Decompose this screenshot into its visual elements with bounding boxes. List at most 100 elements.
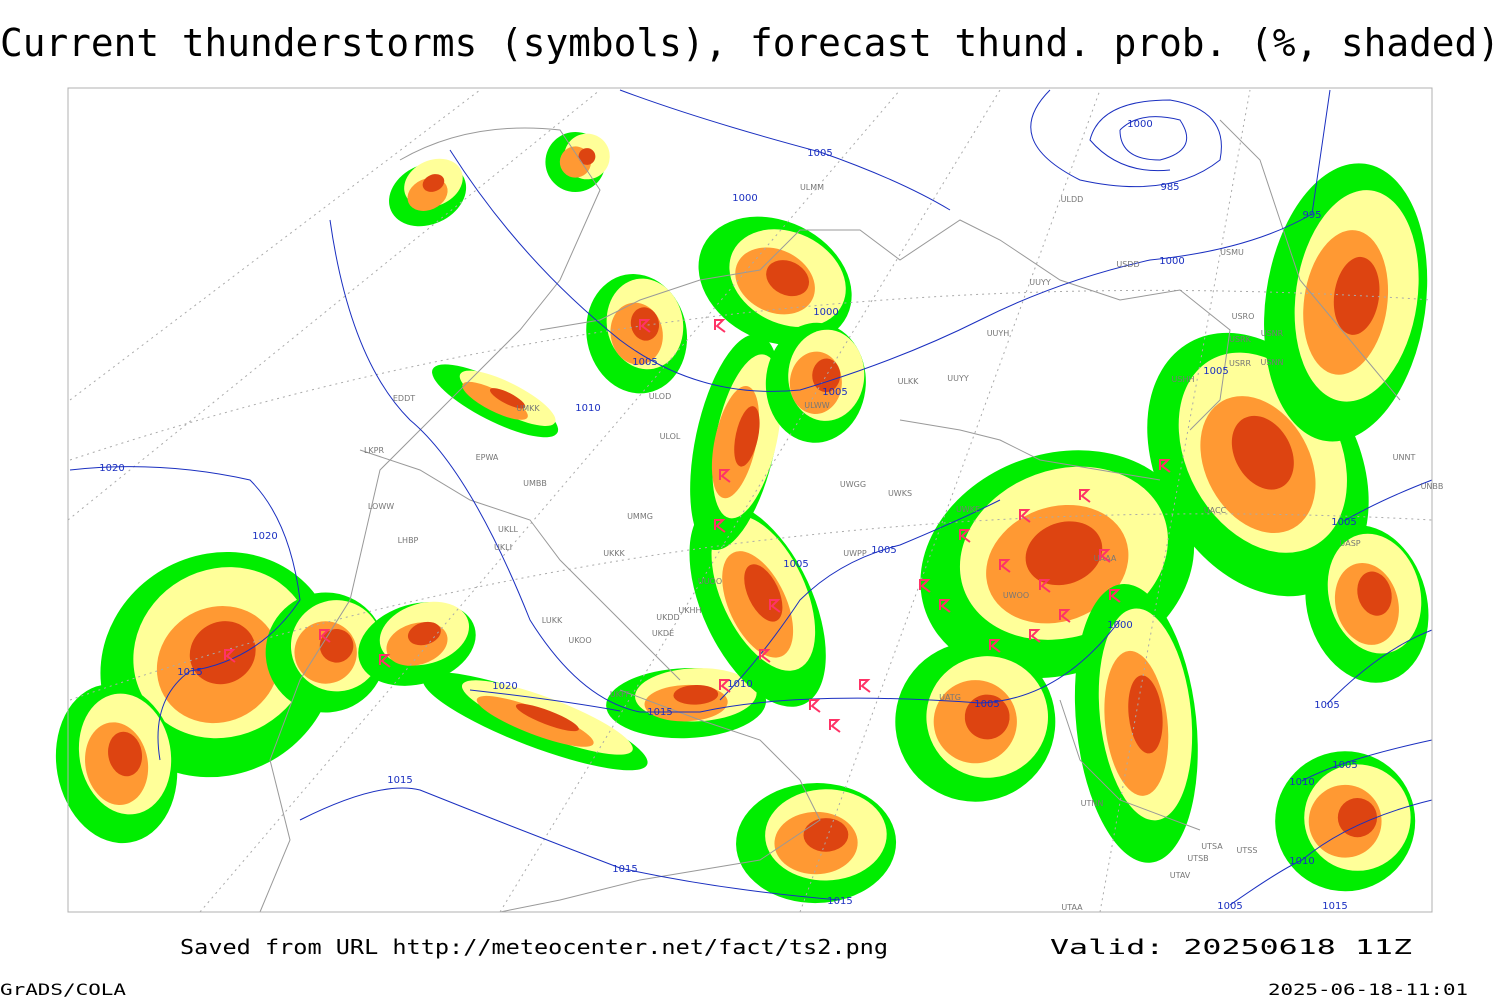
storm-symbol — [989, 639, 1001, 653]
storm-symbol — [714, 519, 726, 533]
isobar-label: 1015 — [647, 707, 672, 718]
station-label: LKPR — [364, 446, 385, 455]
shade-blob — [476, 695, 594, 747]
station-label: UWKS — [888, 489, 912, 498]
source-url: Saved from URL http://meteocenter.net/fa… — [180, 935, 888, 959]
shade-blob — [1357, 571, 1392, 616]
station-label: UKKK — [603, 549, 625, 558]
station-label: UMMG — [627, 512, 653, 521]
station-label: UUYH — [987, 329, 1010, 338]
storm-symbol — [1019, 509, 1031, 523]
station-label: USRO — [1232, 312, 1255, 321]
shade-blob — [189, 621, 256, 685]
station-label: UUYY — [1029, 278, 1051, 287]
isobar-label: 1005 — [1314, 700, 1339, 711]
valid-time: Valid: 20250618 11Z — [1050, 935, 1412, 959]
station-label: LUKK — [542, 616, 563, 625]
isobar-label: 1015 — [387, 775, 412, 786]
isobar-label: 1005 — [632, 357, 657, 368]
map-frame — [67, 87, 1433, 913]
station-label: UKHH — [678, 606, 701, 615]
station-label: UTSB — [1187, 854, 1208, 863]
storm-symbol — [719, 679, 731, 693]
isobar-label: 995 — [1302, 210, 1321, 221]
station-label: UWKE — [956, 505, 980, 514]
isobar-label: 1010 — [727, 679, 752, 690]
storm-symbol — [939, 599, 951, 613]
station-label: EDDT — [393, 394, 415, 403]
station-label: UWGG — [840, 480, 866, 489]
station-label: USRR — [1229, 359, 1251, 368]
isobars — [69, 89, 1433, 906]
station-label: UTSA — [1201, 842, 1223, 851]
storm-symbol — [1029, 629, 1041, 643]
storm-symbol — [714, 319, 726, 333]
station-label: UATG — [939, 693, 961, 702]
shade-blob — [673, 684, 719, 705]
isobar-label: 1005 — [1217, 901, 1242, 912]
isobar-label: 1020 — [99, 463, 124, 474]
isobar-label: 1000 — [1159, 256, 1184, 267]
station-label: UTSS — [1237, 846, 1258, 855]
isobar-label: 1005 — [807, 148, 832, 159]
isobar-label: 1005 — [1331, 517, 1356, 528]
storm-symbol — [1059, 609, 1071, 623]
shade-blob — [407, 621, 441, 646]
shade-blob — [1333, 256, 1380, 335]
shade-blob — [462, 381, 528, 420]
isobar-label: 1005 — [1332, 760, 1357, 771]
storm-symbol — [224, 649, 236, 663]
station-label: ULKK — [898, 377, 920, 386]
thunderstorm-symbols — [224, 319, 1171, 733]
station-label: UASP — [1339, 539, 1360, 548]
software-credit: GrADS/COLA — [0, 980, 126, 999]
station-label: UMKK — [516, 404, 540, 413]
isobar-label: 1020 — [492, 681, 517, 692]
probability-shading — [55, 132, 1429, 904]
storm-symbol — [809, 699, 821, 713]
isobar-label: 1015 — [612, 864, 637, 875]
map-title: Current thunderstorms (symbols), forecas… — [0, 21, 1500, 65]
station-label: UMBB — [523, 479, 547, 488]
storm-symbol — [379, 654, 391, 668]
isobar-label: 1010 — [575, 403, 600, 414]
station-label: UKDD — [656, 613, 679, 622]
isobar-label: 985 — [1160, 182, 1179, 193]
station-label: UKLI — [494, 543, 512, 552]
storm-symbol — [1099, 549, 1111, 563]
isobar-label: 1015 — [1322, 901, 1347, 912]
shade-blob — [515, 703, 579, 732]
isobar-label: 1010 — [1289, 777, 1314, 788]
station-label: UUOO — [698, 577, 722, 586]
storm-symbol — [1159, 459, 1171, 473]
station-label: USDD — [1116, 260, 1139, 269]
isobar-label: 1005 — [871, 545, 896, 556]
station-label: USHH — [1172, 375, 1195, 384]
isobar-label: 1015 — [177, 667, 202, 678]
isobar-label: 1000 — [813, 307, 838, 318]
station-label: UTAA — [1061, 903, 1083, 912]
isobar-label: 1005 — [822, 387, 847, 398]
shade-blob — [734, 406, 760, 467]
station-label: LOWW — [368, 502, 394, 511]
station-label: USRK — [1229, 335, 1251, 344]
station-label: UACC — [1204, 506, 1227, 515]
timestamp: 2025-06-18-11:01 — [1268, 980, 1468, 999]
isobar-label: 1020 — [252, 531, 277, 542]
station-label: ULOL — [660, 432, 681, 441]
station-label: ULMM — [800, 183, 824, 192]
station-label: LHBP — [398, 536, 419, 545]
shade-blob — [1025, 521, 1103, 586]
storm-symbol — [719, 469, 731, 483]
shade-blob — [578, 148, 596, 165]
isobar-label: 1000 — [732, 193, 757, 204]
map-labels: 1005 1000 985 995 1000 1000 1000 1005 1010 1005 10… — [99, 119, 1443, 912]
station-label: UUYY — [947, 374, 969, 383]
station-label: UTAV — [1170, 871, 1191, 880]
station-label: ULDD — [1061, 195, 1084, 204]
storm-symbol — [759, 649, 771, 663]
isobar-label: 1000 — [1107, 620, 1132, 631]
storm-symbol — [319, 629, 331, 643]
shade-blob — [489, 388, 526, 409]
